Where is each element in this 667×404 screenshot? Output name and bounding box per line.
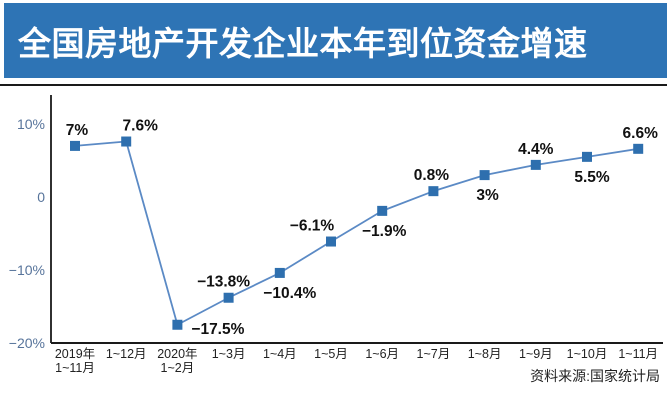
data-label: −13.8%	[197, 274, 250, 291]
x-tick-label: 2019年	[55, 347, 95, 361]
x-tick-label: 1~2月	[161, 361, 195, 375]
data-label: 7%	[66, 122, 89, 139]
x-tick-label: 1~4月	[263, 347, 297, 361]
data-point-marker	[172, 319, 183, 330]
data-label: −6.1%	[290, 218, 335, 235]
x-tick-label: 1~11月	[55, 361, 95, 375]
chart-title: 全国房地产开发企业本年到位资金增速	[18, 24, 588, 62]
data-label: −1.9%	[362, 223, 407, 240]
x-tick-label: 1~9月	[519, 347, 553, 361]
x-tick-label: 1~7月	[417, 347, 451, 361]
data-label: 4.4%	[518, 141, 554, 158]
data-point-marker	[633, 143, 644, 154]
title-banner: 全国房地产开发企业本年到位资金增速	[4, 3, 667, 78]
data-label: −17.5%	[191, 321, 244, 338]
data-point-marker	[530, 159, 541, 170]
data-point-marker	[479, 170, 490, 181]
series-line	[74, 140, 639, 326]
y-tick-label: −10%	[9, 262, 45, 278]
source-note: 资料来源:国家统计局	[530, 368, 660, 384]
data-point-marker	[582, 151, 592, 162]
x-tick-label: 1~3月	[212, 347, 246, 361]
y-tick-label: −20%	[9, 335, 45, 351]
data-point-marker	[70, 140, 80, 151]
data-label: 0.8%	[414, 167, 450, 184]
data-point-marker	[274, 267, 285, 278]
x-tick-label: 1~6月	[365, 347, 399, 361]
x-tick-label: 1~8月	[468, 347, 502, 361]
x-tick-label: 1~10月	[567, 347, 608, 361]
data-point-marker	[377, 205, 388, 216]
data-point-marker	[223, 292, 234, 303]
y-tick-label: 10%	[17, 116, 45, 132]
data-label: 7.6%	[123, 118, 159, 135]
x-tick-label: 1~5月	[314, 347, 348, 361]
x-tick-label: 1~11月	[618, 347, 658, 361]
data-point-marker	[121, 136, 132, 147]
y-tick-label: 0	[37, 189, 45, 205]
x-tick-label: 1~12月	[106, 347, 147, 361]
data-label: 5.5%	[574, 169, 610, 186]
data-label: −10.4%	[263, 285, 316, 302]
header-divider	[0, 84, 667, 86]
data-label: 3%	[476, 187, 499, 204]
data-point-marker	[326, 236, 336, 247]
data-point-marker	[428, 186, 439, 197]
x-tick-label: 2020年	[157, 347, 197, 361]
data-label: 6.6%	[623, 125, 659, 142]
